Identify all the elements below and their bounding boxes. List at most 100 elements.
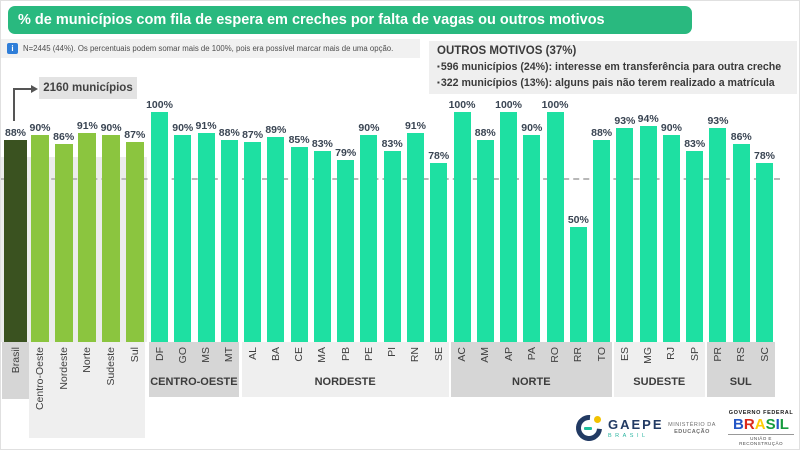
bar-Sudeste — [102, 135, 121, 342]
gov-letter: B — [733, 416, 744, 433]
bar-AP — [500, 112, 518, 342]
other-reasons-title: OUTROS MOTIVOS (37%) — [437, 45, 577, 57]
bar-RN — [406, 132, 424, 342]
mec-line2: EDUCAÇÃO — [674, 429, 710, 435]
bar-TO — [593, 139, 611, 342]
bar-value-Nordeste: 86% — [53, 131, 75, 144]
group-box-brasil — [1, 342, 29, 399]
bar-value-RJ: 90% — [660, 122, 682, 134]
bar-PA — [523, 135, 541, 342]
axis-label-PE: PE — [362, 347, 375, 362]
bar-value-SC: 78% — [754, 149, 776, 162]
mec-line1: MINISTÉRIO DA — [668, 422, 716, 428]
axis-label-PA: PA — [525, 347, 538, 361]
axis-label-ES: ES — [618, 347, 631, 362]
gaepe-logo-sub: BRASIL — [608, 432, 649, 439]
group-label-SUL: SUL — [729, 376, 752, 388]
other-reasons-box: OUTROS MOTIVOS (37%) ▪596 municípios (24… — [429, 41, 797, 94]
gaepe-logo-name: GAEPE — [608, 416, 664, 432]
axis-label-PI: PI — [386, 347, 399, 357]
bar-PR — [709, 128, 727, 342]
axis-label-SP: SP — [688, 347, 701, 362]
bar-value-AM: 88% — [474, 126, 496, 139]
bar-RS — [732, 144, 750, 342]
bar-value-ES: 93% — [614, 115, 636, 128]
axis-label-RJ: RJ — [665, 347, 678, 360]
bar-value-MS: 91% — [195, 119, 217, 132]
group-box-NORTE — [451, 342, 612, 397]
bar-Centro-Oeste — [31, 135, 49, 342]
axis-label-PR: PR — [711, 347, 724, 362]
axis-label-MA: MA — [316, 347, 329, 363]
bar-value-PE: 90% — [358, 122, 380, 134]
axis-label-BA: BA — [269, 347, 282, 362]
callout-arrow-line — [13, 88, 32, 90]
bar-PE — [360, 135, 378, 342]
gov-letter: L — [779, 416, 789, 433]
gov-top-text: GOVERNO FEDERAL — [728, 410, 794, 416]
bar-MA — [313, 151, 331, 342]
other-reasons-item-text: 596 municípios (24%): interesse em trans… — [440, 61, 782, 73]
bar-value-PB: 79% — [335, 147, 357, 160]
axis-label-Norte: Norte — [81, 347, 94, 373]
axis-label-AL: AL — [246, 347, 259, 360]
bar-value-BA: 89% — [265, 124, 287, 137]
bar-value-RR: 50% — [567, 214, 589, 226]
gov-letter: R — [743, 416, 755, 433]
bar-Nordeste — [54, 144, 73, 342]
bar-PB — [337, 160, 355, 342]
bar-value-PA: 90% — [521, 122, 543, 134]
bar-AL — [244, 141, 262, 342]
bar-CE — [290, 146, 308, 342]
gaepe-logo: GAEPE BRASIL — [570, 409, 686, 447]
axis-label-Sudeste: Sudeste — [105, 347, 118, 386]
axis-label-CE: CE — [293, 347, 306, 362]
axis-label-RS: RS — [735, 347, 748, 362]
gaepe-g-icon — [570, 409, 608, 447]
axis-label-TO: TO — [595, 347, 608, 362]
axis-label-GO: GO — [176, 347, 189, 364]
axis-label-SE: SE — [432, 347, 445, 362]
axis-label-PB: PB — [339, 347, 352, 362]
group-label-NORDESTE: NORDESTE — [314, 376, 376, 388]
bar-value-AP: 100% — [495, 99, 522, 111]
other-reasons-item: ▪322 municípios (13%): alguns pais não t… — [437, 75, 791, 91]
bar-value-TO: 88% — [591, 126, 613, 139]
bar-value-Brasil: 88% — [4, 126, 26, 139]
callout-arrowhead-icon — [31, 85, 38, 93]
callout-arrow-line — [13, 89, 15, 121]
ministerio-educacao-logo: MINISTÉRIO DA EDUCAÇÃO — [663, 422, 721, 435]
bullet-icon: ▪ — [437, 62, 440, 71]
bar-value-RN: 91% — [404, 119, 426, 132]
other-reasons-item-text: 322 municípios (13%): alguns pais não te… — [440, 77, 775, 89]
bar-AC — [453, 112, 471, 342]
info-icon: i — [7, 43, 18, 54]
bar-Sul — [125, 141, 144, 342]
bar-value-Centro-Oeste: 90% — [29, 122, 51, 134]
axis-label-MS: MS — [200, 347, 213, 363]
group-box-SUL — [706, 342, 775, 397]
group-box-CENTRO-OESTE — [148, 342, 240, 397]
group-label-CENTRO-OESTE: CENTRO-OESTE — [150, 376, 238, 388]
bar-value-Norte: 91% — [76, 119, 98, 132]
bar-MG — [639, 125, 657, 342]
bar-Brasil — [4, 139, 27, 342]
bar-RR — [569, 227, 587, 342]
bar-RO — [546, 112, 564, 342]
bar-value-RO: 100% — [541, 99, 569, 111]
bar-value-AC: 100% — [448, 99, 476, 111]
bar-MT — [220, 139, 238, 342]
bar-value-RS: 86% — [730, 131, 752, 144]
bar-SP — [686, 151, 704, 342]
gov-letter: S — [765, 416, 776, 433]
bar-value-SP: 83% — [684, 138, 706, 151]
group-label-NORTE: NORTE — [512, 376, 551, 388]
group-label-SUDESTE: SUDESTE — [633, 376, 686, 388]
bullet-icon: ▪ — [437, 78, 440, 87]
axis-label-RN: RN — [409, 347, 422, 363]
axis-label-SC: SC — [758, 347, 771, 362]
axis-label-MT: MT — [223, 347, 236, 363]
bar-BA — [267, 137, 285, 342]
axis-label-AP: AP — [502, 347, 515, 362]
